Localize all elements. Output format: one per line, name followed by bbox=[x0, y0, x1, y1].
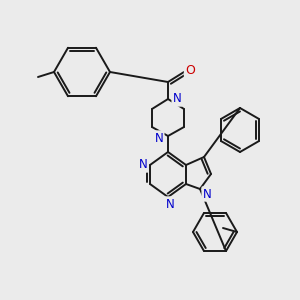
Text: N: N bbox=[202, 188, 211, 200]
Text: N: N bbox=[166, 197, 174, 211]
Text: N: N bbox=[139, 158, 147, 172]
Text: N: N bbox=[154, 131, 164, 145]
Text: N: N bbox=[172, 92, 182, 106]
Text: O: O bbox=[185, 64, 195, 76]
